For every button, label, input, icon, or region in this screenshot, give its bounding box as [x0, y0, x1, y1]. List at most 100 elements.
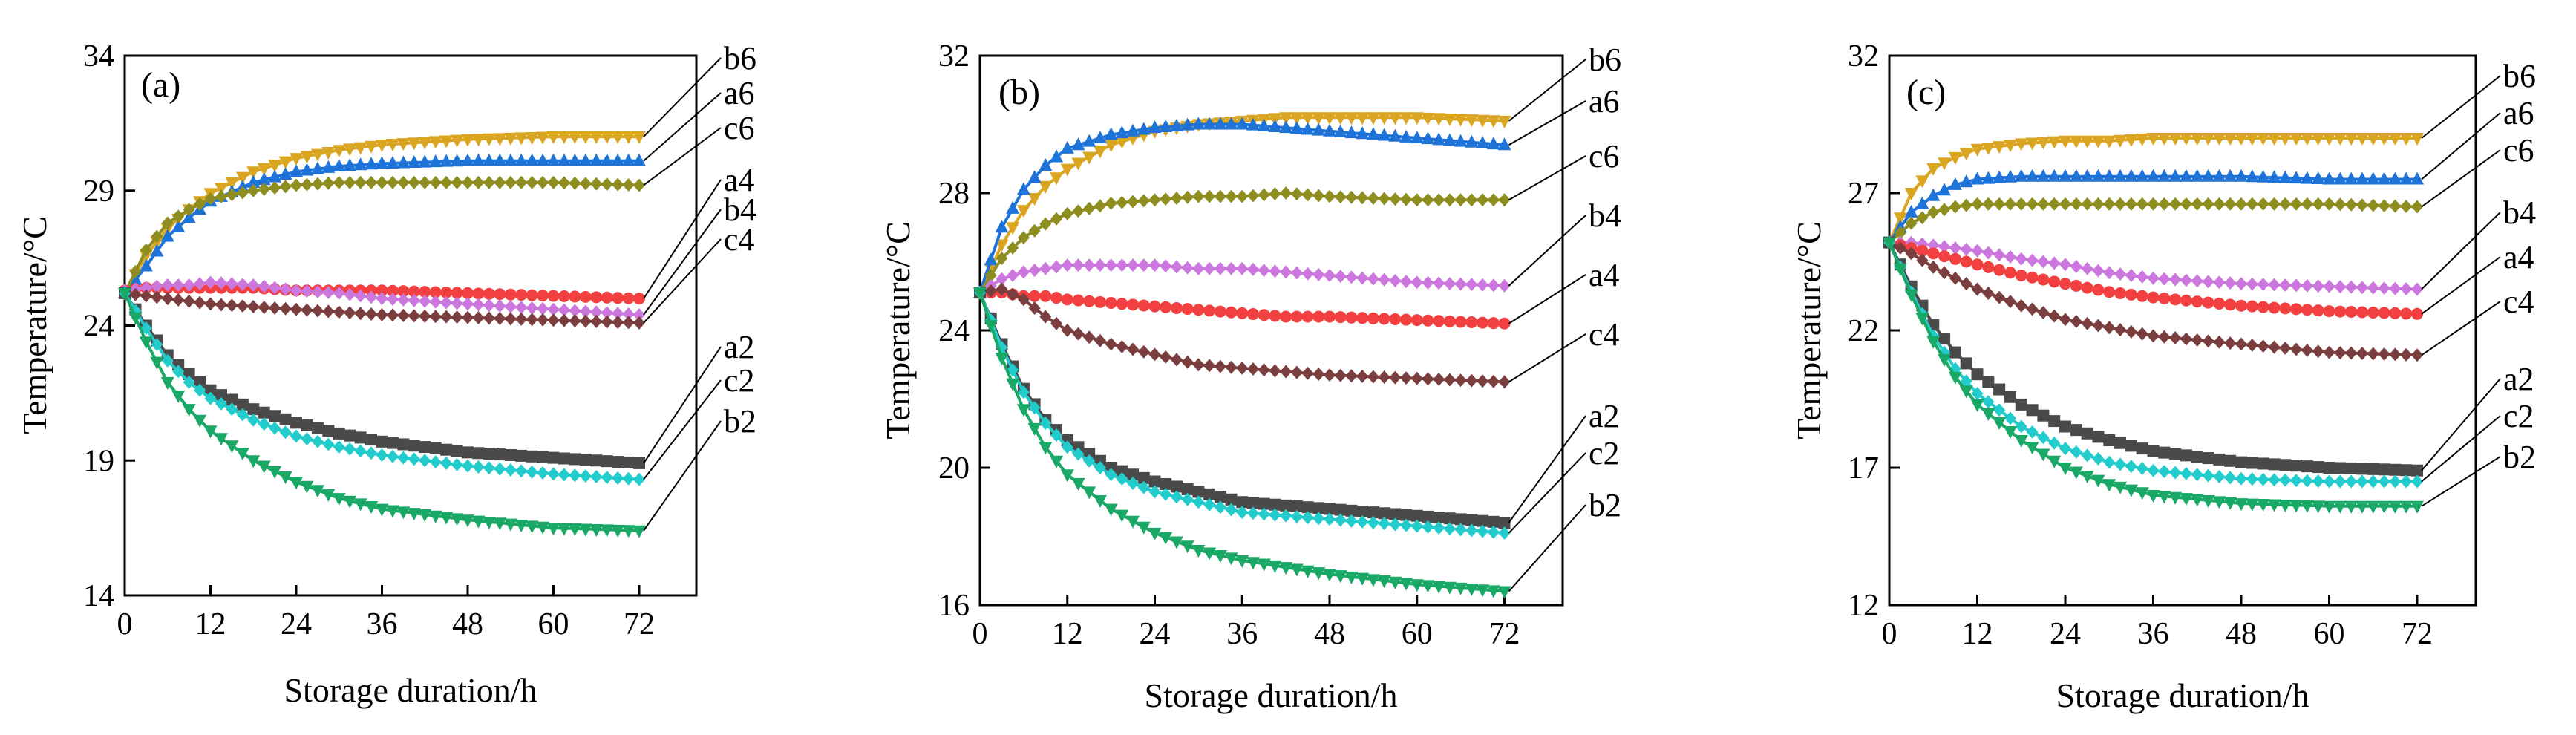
- data-point: [483, 448, 495, 460]
- data-point: [2158, 465, 2171, 479]
- data-point: [451, 310, 463, 324]
- data-point: [558, 303, 570, 317]
- data-point: [1148, 193, 1161, 207]
- data-point: [2257, 339, 2269, 353]
- data-point: [1290, 310, 1303, 323]
- data-point: [1192, 358, 1205, 372]
- data-point: [1083, 258, 1096, 272]
- data-point: [2377, 500, 2391, 514]
- data-point: [590, 177, 603, 191]
- data-point: [1993, 403, 2006, 417]
- data-point: [1072, 447, 1085, 461]
- data-point: [1105, 297, 1117, 309]
- x-tick-label: 48: [1314, 617, 1345, 651]
- data-point: [525, 153, 539, 166]
- data-point: [2300, 171, 2314, 184]
- data-point: [1323, 569, 1336, 582]
- data-point: [419, 175, 431, 189]
- data-point: [2081, 261, 2093, 275]
- data-point: [2124, 134, 2138, 147]
- data-point: [354, 307, 367, 321]
- leader-line: [643, 420, 722, 532]
- data-point: [984, 269, 997, 282]
- data-point: [365, 446, 378, 460]
- data-point: [601, 315, 613, 329]
- y-tick-labels: 14 19 24 29 34: [83, 39, 114, 613]
- data-point: [2289, 500, 2304, 513]
- data-point: [1477, 278, 1489, 292]
- data-point: [450, 134, 464, 148]
- data-point: [2147, 271, 2160, 285]
- data-point: [1938, 157, 1952, 171]
- data-point: [1356, 369, 1369, 383]
- data-point: [2400, 347, 2413, 362]
- y-tick-label: 16: [938, 589, 970, 623]
- data-point: [1214, 500, 1226, 514]
- data-point: [407, 155, 421, 169]
- data-point: [225, 177, 239, 190]
- data-point: [1323, 123, 1336, 137]
- data-point: [215, 298, 227, 312]
- data-point: [2213, 197, 2226, 211]
- data-point: [1246, 262, 1259, 276]
- data-point: [344, 442, 356, 456]
- series-layer: [1883, 133, 2424, 514]
- data-point: [1356, 312, 1369, 324]
- data-point: [1170, 301, 1183, 314]
- data-point: [1334, 190, 1347, 204]
- data-point: [1148, 300, 1161, 313]
- data-point: [1981, 142, 1995, 155]
- data-point: [1290, 266, 1303, 280]
- data-point: [2399, 500, 2413, 514]
- data-point: [1960, 255, 1972, 268]
- data-point: [1027, 422, 1042, 436]
- data-point: [1971, 244, 1984, 258]
- data-point: [1433, 372, 1445, 386]
- y-tick-label: 24: [938, 314, 970, 348]
- data-point: [1487, 515, 1500, 528]
- data-point: [1050, 292, 1063, 304]
- data-point: [343, 158, 357, 172]
- data-point: [194, 295, 206, 310]
- leader-line: [1508, 274, 1586, 324]
- series-c6: [119, 175, 645, 300]
- data-point: [365, 307, 378, 321]
- data-point: [569, 453, 581, 466]
- data-point: [579, 290, 592, 303]
- data-point: [1039, 158, 1053, 171]
- data-point: [301, 303, 313, 317]
- data-point: [1137, 122, 1151, 135]
- leader-line: [1508, 504, 1586, 592]
- series-labels: b6 a6 c6 a4 b4 c4 a2 c2 b2: [643, 40, 756, 532]
- data-point: [2223, 169, 2237, 182]
- data-point: [1116, 465, 1128, 477]
- data-point: [1016, 182, 1030, 195]
- series-label-c6: c6: [2503, 132, 2534, 169]
- data-point: [2157, 133, 2171, 146]
- data-point: [461, 134, 474, 147]
- data-point: [1949, 271, 1961, 285]
- data-point: [1028, 301, 1041, 315]
- series-c4: [974, 282, 1511, 389]
- data-point: [1116, 258, 1128, 272]
- data-point: [515, 449, 528, 462]
- data-point: [1094, 461, 1106, 474]
- series-label-b2: b2: [1589, 487, 1621, 523]
- data-point: [633, 457, 645, 469]
- data-point: [2070, 314, 2082, 328]
- data-point: [1016, 404, 1030, 417]
- x-tick-label: 72: [2402, 617, 2433, 651]
- data-point: [1476, 584, 1490, 598]
- data-point: [558, 176, 570, 190]
- data-point: [526, 289, 538, 301]
- data-point: [622, 178, 635, 192]
- data-point: [1083, 454, 1096, 468]
- data-point: [215, 276, 227, 290]
- data-point: [600, 153, 614, 166]
- data-point: [2344, 133, 2358, 146]
- data-point: [1279, 562, 1293, 575]
- y-axis-title: Temperature/°C: [1790, 221, 1828, 440]
- data-point: [2037, 305, 2050, 319]
- data-point: [2279, 278, 2292, 292]
- data-point: [1378, 272, 1390, 287]
